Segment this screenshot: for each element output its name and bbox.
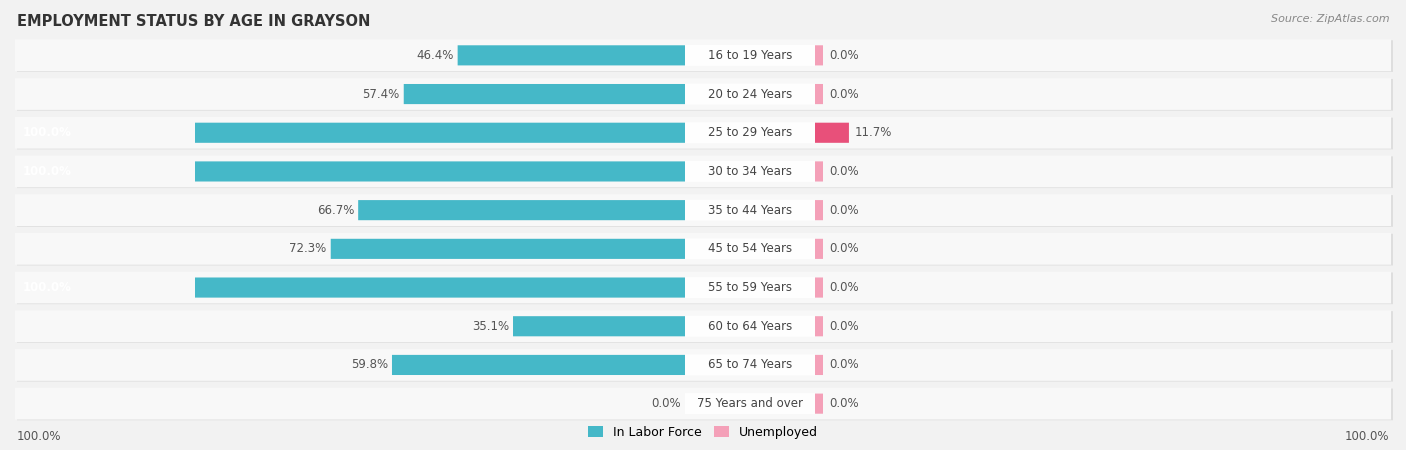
Text: 35 to 44 Years: 35 to 44 Years <box>709 204 792 216</box>
FancyBboxPatch shape <box>15 272 1391 303</box>
FancyBboxPatch shape <box>685 122 815 143</box>
FancyBboxPatch shape <box>15 349 1391 381</box>
Text: 100.0%: 100.0% <box>1344 430 1389 443</box>
FancyBboxPatch shape <box>685 355 815 375</box>
FancyBboxPatch shape <box>815 200 823 220</box>
Text: 16 to 19 Years: 16 to 19 Years <box>707 49 792 62</box>
FancyBboxPatch shape <box>195 123 685 143</box>
FancyBboxPatch shape <box>359 200 685 220</box>
FancyBboxPatch shape <box>195 162 685 181</box>
Text: 75 Years and over: 75 Years and over <box>697 397 803 410</box>
Text: Source: ZipAtlas.com: Source: ZipAtlas.com <box>1271 14 1389 23</box>
Text: 35.1%: 35.1% <box>472 320 509 333</box>
FancyBboxPatch shape <box>815 84 823 104</box>
FancyBboxPatch shape <box>15 156 1391 187</box>
FancyBboxPatch shape <box>685 316 815 337</box>
Text: 0.0%: 0.0% <box>830 243 859 255</box>
FancyBboxPatch shape <box>685 200 815 220</box>
Text: 59.8%: 59.8% <box>352 359 388 371</box>
Text: EMPLOYMENT STATUS BY AGE IN GRAYSON: EMPLOYMENT STATUS BY AGE IN GRAYSON <box>17 14 370 28</box>
FancyBboxPatch shape <box>815 278 823 297</box>
FancyBboxPatch shape <box>685 45 815 66</box>
FancyBboxPatch shape <box>685 161 815 182</box>
Text: 0.0%: 0.0% <box>830 49 859 62</box>
FancyBboxPatch shape <box>17 79 1393 111</box>
FancyBboxPatch shape <box>17 272 1393 304</box>
FancyBboxPatch shape <box>457 45 685 65</box>
Text: 0.0%: 0.0% <box>830 204 859 216</box>
Text: 100.0%: 100.0% <box>22 126 72 139</box>
FancyBboxPatch shape <box>513 316 685 336</box>
Text: 11.7%: 11.7% <box>855 126 893 139</box>
Text: 60 to 64 Years: 60 to 64 Years <box>707 320 792 333</box>
FancyBboxPatch shape <box>17 388 1393 420</box>
FancyBboxPatch shape <box>392 355 685 375</box>
FancyBboxPatch shape <box>17 311 1393 343</box>
FancyBboxPatch shape <box>15 78 1391 110</box>
FancyBboxPatch shape <box>17 195 1393 227</box>
Text: 20 to 24 Years: 20 to 24 Years <box>707 88 792 100</box>
Text: 0.0%: 0.0% <box>830 397 859 410</box>
FancyBboxPatch shape <box>17 117 1393 149</box>
Text: 0.0%: 0.0% <box>830 281 859 294</box>
Text: 45 to 54 Years: 45 to 54 Years <box>709 243 792 255</box>
Text: 30 to 34 Years: 30 to 34 Years <box>709 165 792 178</box>
FancyBboxPatch shape <box>815 123 849 143</box>
Text: 0.0%: 0.0% <box>830 359 859 371</box>
FancyBboxPatch shape <box>17 350 1393 382</box>
Text: 100.0%: 100.0% <box>22 281 72 294</box>
Text: 100.0%: 100.0% <box>22 165 72 178</box>
FancyBboxPatch shape <box>15 310 1391 342</box>
Text: 57.4%: 57.4% <box>363 88 399 100</box>
FancyBboxPatch shape <box>404 84 685 104</box>
FancyBboxPatch shape <box>17 40 1393 72</box>
Text: 55 to 59 Years: 55 to 59 Years <box>709 281 792 294</box>
FancyBboxPatch shape <box>330 239 685 259</box>
FancyBboxPatch shape <box>685 238 815 259</box>
FancyBboxPatch shape <box>685 277 815 298</box>
Text: 46.4%: 46.4% <box>416 49 454 62</box>
FancyBboxPatch shape <box>815 355 823 375</box>
Text: 66.7%: 66.7% <box>316 204 354 216</box>
FancyBboxPatch shape <box>15 388 1391 419</box>
FancyBboxPatch shape <box>815 316 823 336</box>
FancyBboxPatch shape <box>17 156 1393 188</box>
FancyBboxPatch shape <box>17 234 1393 266</box>
Text: 72.3%: 72.3% <box>290 243 326 255</box>
Text: 0.0%: 0.0% <box>830 165 859 178</box>
FancyBboxPatch shape <box>815 239 823 259</box>
FancyBboxPatch shape <box>15 117 1391 148</box>
FancyBboxPatch shape <box>815 394 823 414</box>
FancyBboxPatch shape <box>15 40 1391 71</box>
Text: 0.0%: 0.0% <box>651 397 681 410</box>
FancyBboxPatch shape <box>685 393 815 414</box>
FancyBboxPatch shape <box>815 45 823 65</box>
FancyBboxPatch shape <box>15 194 1391 226</box>
Text: 65 to 74 Years: 65 to 74 Years <box>707 359 792 371</box>
Legend: In Labor Force, Unemployed: In Labor Force, Unemployed <box>583 421 823 444</box>
FancyBboxPatch shape <box>195 278 685 297</box>
Text: 0.0%: 0.0% <box>830 88 859 100</box>
Text: 0.0%: 0.0% <box>830 320 859 333</box>
Text: 25 to 29 Years: 25 to 29 Years <box>707 126 792 139</box>
Text: 100.0%: 100.0% <box>17 430 62 443</box>
FancyBboxPatch shape <box>685 84 815 104</box>
FancyBboxPatch shape <box>815 162 823 181</box>
FancyBboxPatch shape <box>15 233 1391 265</box>
